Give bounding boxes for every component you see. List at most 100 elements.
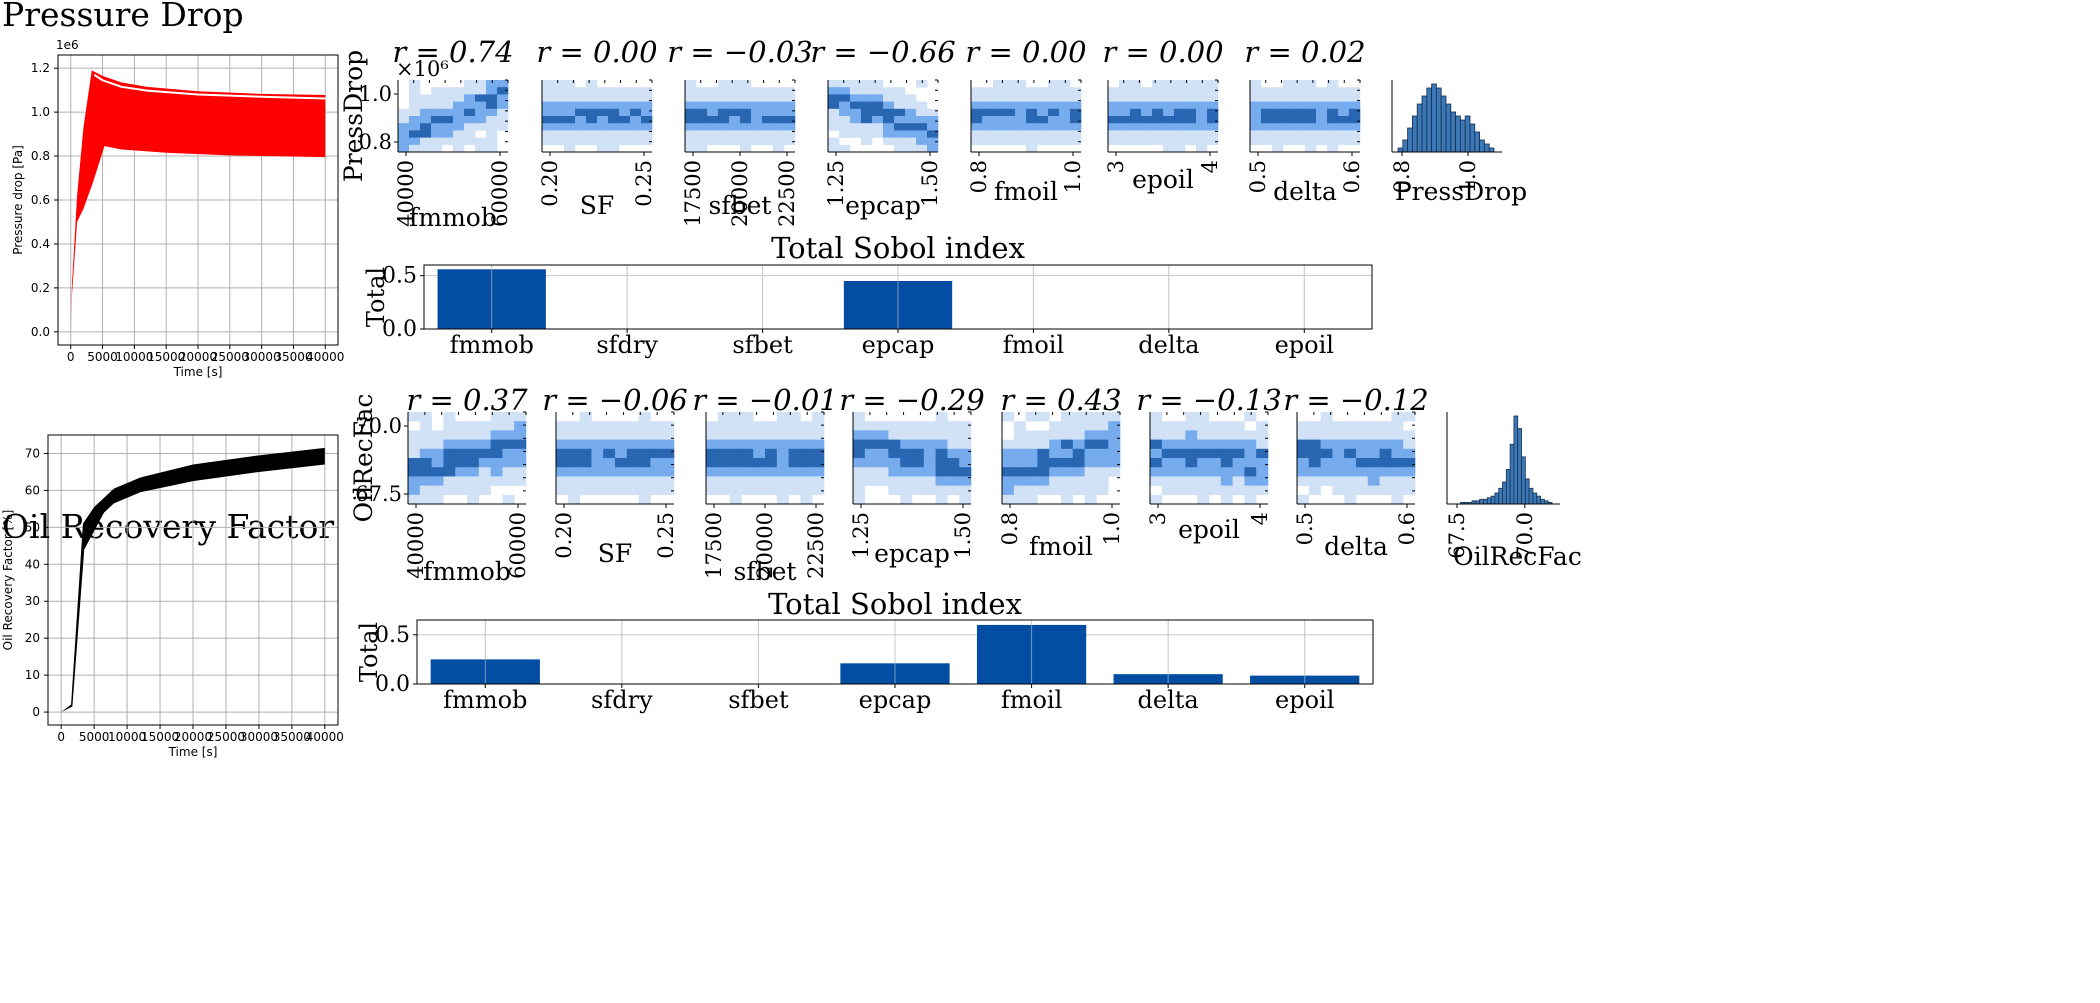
axis-offset-label: ×10⁶ <box>396 57 449 81</box>
hist2d-cell <box>626 458 639 468</box>
hist2d-cell <box>467 430 480 440</box>
hist2d-cell <box>467 421 480 431</box>
hist2d-cell <box>1025 439 1038 450</box>
hist2d-cell <box>575 108 587 117</box>
hist2d-cell <box>514 467 527 477</box>
hist2d-cell <box>888 448 901 459</box>
hist2d-cell <box>751 94 763 102</box>
hist2d-cell <box>982 101 994 110</box>
hist2d-cell <box>1391 485 1404 496</box>
hist2d-cell <box>603 421 616 431</box>
hist2d-cell <box>619 94 631 102</box>
hist2d-cell <box>1096 448 1109 459</box>
hist2d-cell <box>567 439 580 450</box>
hist2d-cell <box>442 87 454 95</box>
hist2d-cell <box>762 116 774 124</box>
hist2d-cell <box>853 476 866 486</box>
hist2d-cell <box>1048 108 1060 117</box>
hist2d-cell <box>490 421 503 431</box>
hist2d-cell <box>630 130 642 138</box>
x-tick-label: 0.20 <box>538 160 562 207</box>
hist2d-cell <box>1250 116 1262 124</box>
x-tick-label: epoil <box>1275 686 1334 714</box>
hist2d-cell <box>1220 430 1233 440</box>
hist2d-cell <box>982 123 994 131</box>
hist2d-cell <box>1037 467 1050 477</box>
hist2d-cell <box>1305 80 1317 88</box>
hist2d-cell <box>1379 467 1392 477</box>
hist2d-cell <box>641 94 653 102</box>
hist2d-cell <box>1037 108 1049 117</box>
hist2d-cell <box>935 448 948 459</box>
correlation-coefficient: r = 0.00 <box>1102 35 1223 69</box>
hist2d-cell <box>853 448 866 459</box>
hist2d-cell <box>1150 467 1163 477</box>
hist2d-cell <box>784 137 796 146</box>
hist2d-cell <box>1316 116 1328 124</box>
hist2d-cell <box>608 101 620 110</box>
histogram-bar <box>1524 478 1530 505</box>
hist2d-cell <box>586 123 598 131</box>
hist2d-cell <box>1327 130 1339 138</box>
hist2d-cell <box>1185 137 1197 146</box>
hist2d-cell <box>597 108 609 117</box>
hist2d-cell <box>626 421 639 431</box>
hist2d-cell <box>828 94 840 102</box>
hist2d-cell <box>455 476 468 486</box>
hist2d-cell <box>935 467 948 477</box>
hist2d-cell <box>1294 137 1306 146</box>
hist2d-cell <box>630 137 642 146</box>
hist2d-cell <box>1108 421 1121 431</box>
hist2d-cell <box>828 123 840 131</box>
hist2d-cell <box>1119 123 1131 131</box>
hist2d-cell <box>1379 430 1392 440</box>
hist2d-cell <box>1308 458 1321 468</box>
hist2d-cell <box>707 130 719 138</box>
hist2d-cell <box>650 421 663 431</box>
hist2d-cell <box>740 116 752 124</box>
hist2d-cell <box>1283 94 1295 102</box>
y-tick-label: 0.2 <box>31 281 50 295</box>
hist2d-cell <box>1108 116 1120 124</box>
x-tick-label: 0.25 <box>632 160 656 207</box>
hist2d-cell <box>718 116 730 124</box>
x-tick-label: 20000 <box>753 512 777 579</box>
hist2d-cell <box>567 421 580 431</box>
hist2d-cell <box>455 485 468 496</box>
histogram-bar <box>1421 95 1428 153</box>
hist2d-cell <box>615 485 628 496</box>
hist2d-cell <box>1344 448 1357 459</box>
histogram-bar <box>1536 495 1541 505</box>
hist2d-cell <box>927 144 939 153</box>
hist2d-cell <box>453 87 465 95</box>
hist2d-cell <box>591 467 604 477</box>
hist2d-cell <box>1403 467 1416 477</box>
histogram-bar <box>1455 115 1461 153</box>
hist2d-cell <box>398 137 410 146</box>
hist2d-cell <box>486 137 498 146</box>
hist2d-cell <box>717 476 730 486</box>
hist2d-cell <box>839 123 851 131</box>
x-tick-label: fmoil <box>1003 331 1064 359</box>
hist2d-cell <box>707 101 719 110</box>
hist2d-cell <box>912 485 925 496</box>
correlation-coefficient: r = −0.12 <box>1283 383 1428 417</box>
hist2d-cell <box>1084 412 1097 422</box>
hist2d-cell <box>1185 94 1197 102</box>
histogram-bar <box>1431 83 1437 153</box>
hist2d-cell <box>741 439 754 450</box>
hist2d-cell <box>1141 101 1153 110</box>
hist2d-cell <box>650 448 663 459</box>
hist2d-cell <box>455 458 468 468</box>
hist2d-cell <box>453 94 465 102</box>
hist2d-cell <box>475 137 487 146</box>
hist2d-cell <box>638 476 651 486</box>
hist2d-cell <box>729 94 741 102</box>
hist2d-cell <box>1049 439 1062 450</box>
hist2d-cell <box>486 116 498 124</box>
hist2d-cell <box>935 412 948 422</box>
hist2d-cell <box>923 467 936 477</box>
